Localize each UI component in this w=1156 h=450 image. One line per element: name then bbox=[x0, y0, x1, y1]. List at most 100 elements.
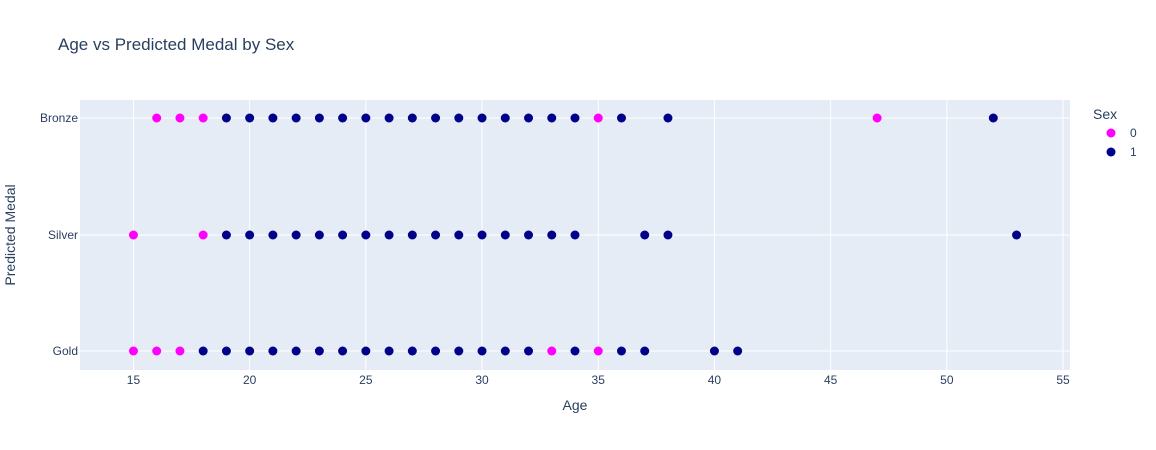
legend-label: 0 bbox=[1130, 126, 1137, 140]
legend-label: 1 bbox=[1130, 145, 1137, 159]
x-tick-label: 30 bbox=[475, 373, 489, 387]
y-tick-label: Silver bbox=[48, 228, 78, 242]
data-point[interactable] bbox=[245, 230, 255, 240]
legend-marker bbox=[1106, 147, 1116, 157]
y-tick-label: Gold bbox=[53, 344, 78, 358]
x-tick-label: 35 bbox=[592, 373, 606, 387]
data-point[interactable] bbox=[314, 230, 324, 240]
data-point[interactable] bbox=[616, 346, 626, 356]
legend-item-1[interactable]: 1 bbox=[1106, 145, 1138, 159]
data-point[interactable] bbox=[547, 230, 557, 240]
data-point[interactable] bbox=[524, 346, 534, 356]
data-point[interactable] bbox=[268, 230, 278, 240]
data-point[interactable] bbox=[709, 346, 719, 356]
data-point[interactable] bbox=[640, 346, 650, 356]
data-point[interactable] bbox=[1012, 230, 1022, 240]
data-point[interactable] bbox=[988, 113, 998, 123]
data-point[interactable] bbox=[175, 113, 185, 123]
data-point[interactable] bbox=[570, 230, 580, 240]
data-point[interactable] bbox=[338, 113, 348, 123]
data-point[interactable] bbox=[268, 113, 278, 123]
data-point[interactable] bbox=[431, 113, 441, 123]
legend-marker bbox=[1106, 128, 1116, 138]
data-point[interactable] bbox=[221, 113, 231, 123]
data-point[interactable] bbox=[245, 113, 255, 123]
data-point[interactable] bbox=[384, 230, 394, 240]
data-point[interactable] bbox=[477, 113, 487, 123]
data-point[interactable] bbox=[361, 230, 371, 240]
data-point[interactable] bbox=[198, 113, 208, 123]
data-point[interactable] bbox=[454, 230, 464, 240]
x-tick-label: 50 bbox=[940, 373, 954, 387]
data-point[interactable] bbox=[221, 230, 231, 240]
series-1 bbox=[198, 113, 1022, 356]
data-point[interactable] bbox=[593, 346, 603, 356]
x-tick-label: 20 bbox=[243, 373, 257, 387]
legend-item-0[interactable]: 0 bbox=[1106, 126, 1138, 140]
data-point[interactable] bbox=[477, 230, 487, 240]
x-tick-label: 40 bbox=[708, 373, 722, 387]
data-point[interactable] bbox=[361, 113, 371, 123]
data-point[interactable] bbox=[384, 346, 394, 356]
data-point[interactable] bbox=[547, 346, 557, 356]
data-point[interactable] bbox=[175, 346, 185, 356]
data-point[interactable] bbox=[198, 346, 208, 356]
data-point[interactable] bbox=[477, 346, 487, 356]
data-point[interactable] bbox=[454, 113, 464, 123]
data-point[interactable] bbox=[570, 113, 580, 123]
data-point[interactable] bbox=[524, 113, 534, 123]
data-point[interactable] bbox=[663, 113, 673, 123]
y-tick-label: Bronze bbox=[40, 111, 78, 125]
data-point[interactable] bbox=[733, 346, 743, 356]
data-point[interactable] bbox=[314, 113, 324, 123]
data-point[interactable] bbox=[384, 113, 394, 123]
data-point[interactable] bbox=[128, 346, 138, 356]
data-point[interactable] bbox=[616, 113, 626, 123]
data-point[interactable] bbox=[291, 113, 301, 123]
data-points bbox=[128, 113, 1022, 356]
chart-title: Age vs Predicted Medal by Sex bbox=[58, 35, 295, 54]
x-tick-label: 55 bbox=[1056, 373, 1070, 387]
data-point[interactable] bbox=[198, 230, 208, 240]
x-tick-label: 15 bbox=[127, 373, 141, 387]
data-point[interactable] bbox=[524, 230, 534, 240]
data-point[interactable] bbox=[128, 230, 138, 240]
legend-items[interactable]: 01 bbox=[1106, 126, 1138, 159]
x-axis-title: Age bbox=[563, 397, 588, 413]
x-tick-label: 25 bbox=[359, 373, 373, 387]
data-point[interactable] bbox=[663, 230, 673, 240]
data-point[interactable] bbox=[268, 346, 278, 356]
data-point[interactable] bbox=[454, 346, 464, 356]
data-point[interactable] bbox=[500, 230, 510, 240]
data-point[interactable] bbox=[431, 346, 441, 356]
x-axis-ticks: 15 20 25 30 35 40 45 50 55 bbox=[127, 373, 1070, 387]
data-point[interactable] bbox=[361, 346, 371, 356]
data-point[interactable] bbox=[500, 346, 510, 356]
data-point[interactable] bbox=[152, 346, 162, 356]
data-point[interactable] bbox=[407, 230, 417, 240]
data-point[interactable] bbox=[291, 346, 301, 356]
data-point[interactable] bbox=[291, 230, 301, 240]
y-axis-ticks: Gold Silver Bronze bbox=[40, 111, 78, 358]
data-point[interactable] bbox=[407, 346, 417, 356]
data-point[interactable] bbox=[872, 113, 882, 123]
x-tick-label: 45 bbox=[824, 373, 838, 387]
legend[interactable]: Sex 01 bbox=[1093, 106, 1137, 159]
data-point[interactable] bbox=[547, 113, 557, 123]
legend-title: Sex bbox=[1093, 106, 1117, 122]
data-point[interactable] bbox=[152, 113, 162, 123]
data-point[interactable] bbox=[570, 346, 580, 356]
data-point[interactable] bbox=[338, 346, 348, 356]
data-point[interactable] bbox=[407, 113, 417, 123]
data-point[interactable] bbox=[593, 113, 603, 123]
data-point[interactable] bbox=[245, 346, 255, 356]
data-point[interactable] bbox=[640, 230, 650, 240]
data-point[interactable] bbox=[500, 113, 510, 123]
data-point[interactable] bbox=[221, 346, 231, 356]
data-point[interactable] bbox=[314, 346, 324, 356]
data-point[interactable] bbox=[431, 230, 441, 240]
data-point[interactable] bbox=[338, 230, 348, 240]
series-0 bbox=[128, 113, 882, 356]
